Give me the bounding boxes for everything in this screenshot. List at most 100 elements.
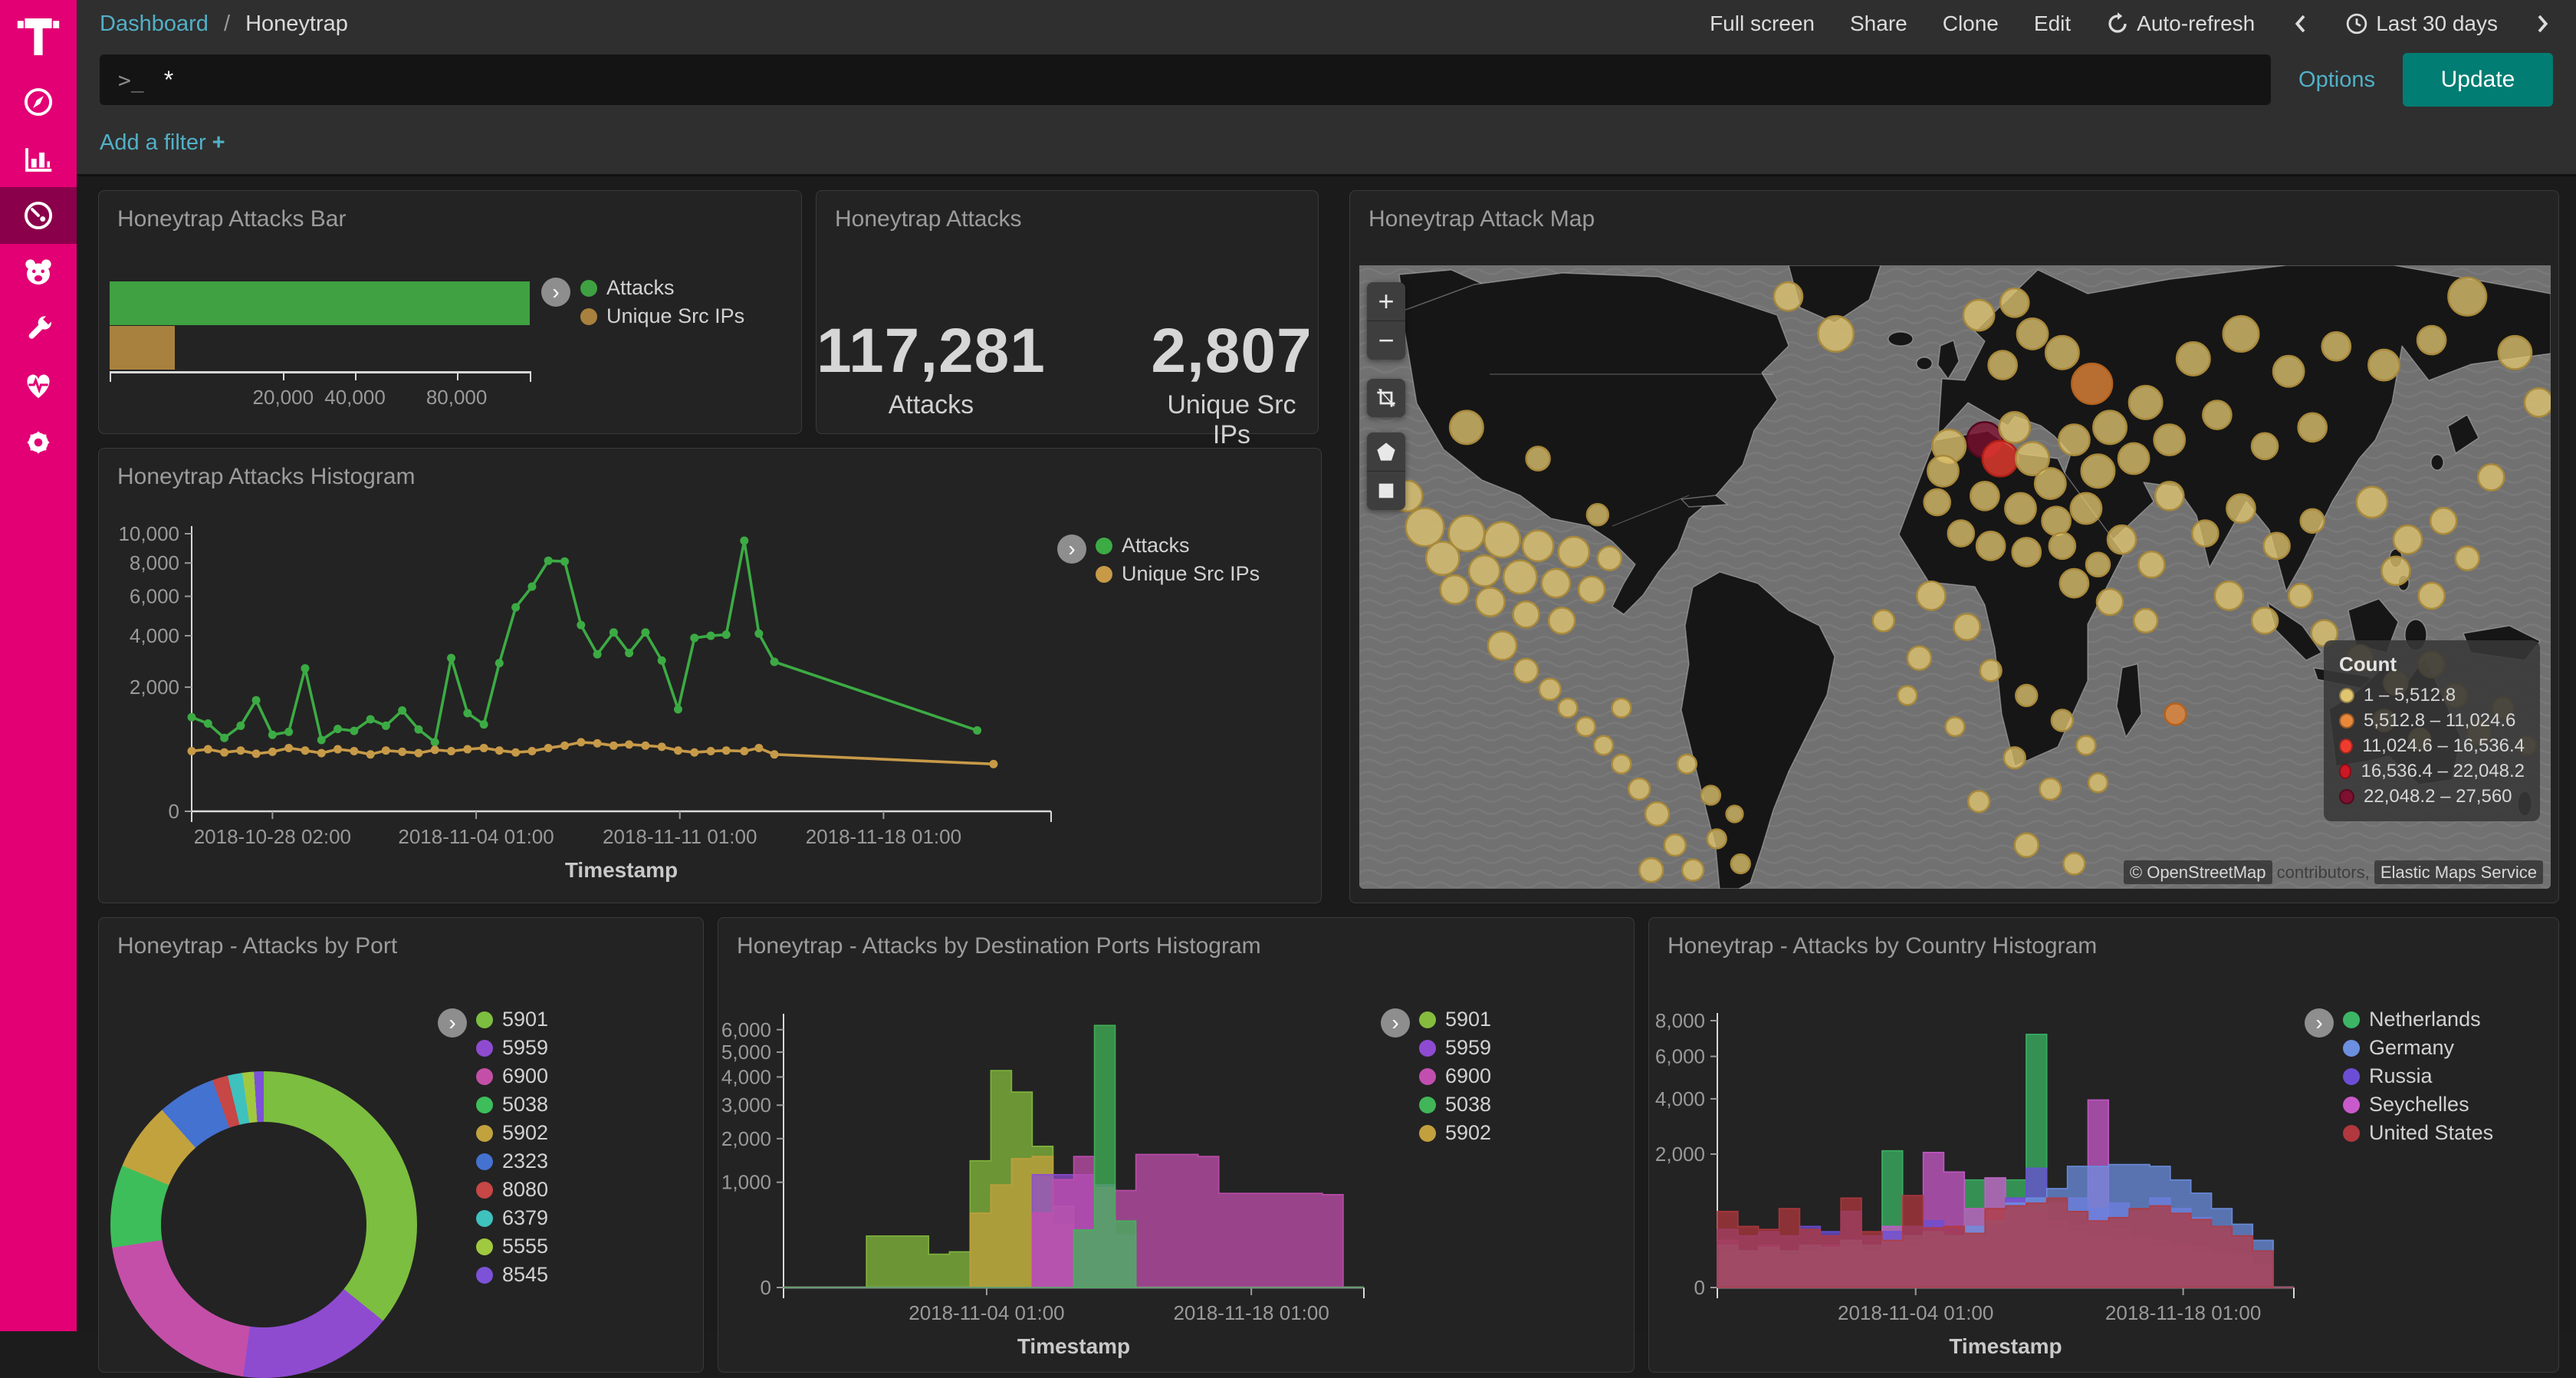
legend-item-seychelles[interactable]: Seychelles — [2343, 1090, 2493, 1119]
draw-polygon-button[interactable] — [1367, 432, 1405, 471]
gauge-icon — [21, 198, 56, 233]
clone-button[interactable]: Clone — [1943, 12, 1999, 36]
legend-label: 5959 — [502, 1036, 548, 1060]
legend-item-5902[interactable]: 5902 — [1419, 1119, 1491, 1147]
options-link[interactable]: Options — [2298, 67, 2375, 93]
legend-label: Netherlands — [2369, 1008, 2481, 1031]
legend-toggle[interactable]: › — [1381, 1008, 1410, 1038]
legend-item-5901[interactable]: 5901 — [476, 1005, 548, 1034]
legend-toggle[interactable]: › — [1057, 534, 1086, 564]
legend-item-united-states[interactable]: United States — [2343, 1119, 2493, 1147]
full-screen-button[interactable]: Full screen — [1710, 12, 1815, 36]
fit-bounds-button[interactable] — [1367, 379, 1405, 417]
map-legend-item: 11,024.6 – 16,536.4 — [2339, 733, 2525, 758]
sidebar-item-discover[interactable] — [0, 74, 77, 130]
legend-label: Unique Src IPs — [1122, 562, 1260, 586]
edit-button[interactable]: Edit — [2034, 12, 2071, 36]
time-forward-button[interactable] — [2533, 12, 2553, 35]
legend-item-5038[interactable]: 5038 — [1419, 1090, 1491, 1119]
wrench-icon — [21, 311, 56, 347]
legend-item-5555[interactable]: 5555 — [476, 1232, 548, 1261]
panel-country-histogram: Honeytrap - Attacks by Country Histogram… — [1648, 917, 2559, 1373]
legend-item-netherlands[interactable]: Netherlands — [2343, 1005, 2493, 1034]
legend-label: 11,024.6 – 16,536.4 — [2362, 735, 2525, 757]
ems-attribution[interactable]: Elastic Maps Service — [2374, 860, 2543, 884]
svg-text:2018-11-11 01:00: 2018-11-11 01:00 — [603, 825, 757, 848]
update-button[interactable]: Update — [2403, 53, 2553, 107]
t-mobile-logo[interactable] — [0, 0, 77, 74]
legend: Attacks Unique Src IPs — [1096, 531, 1260, 588]
legend-item-6379[interactable]: 6379 — [476, 1204, 548, 1232]
osm-attribution[interactable]: © OpenStreetMap — [2124, 860, 2272, 884]
ports-donut-chart[interactable] — [110, 1071, 417, 1378]
axis-tick-label: 40,000 — [324, 386, 386, 409]
legend-item-5959[interactable]: 5959 — [476, 1034, 548, 1062]
map-draw-controls — [1367, 432, 1405, 510]
map-legend-title: Count — [2339, 653, 2525, 676]
legend-item-5902[interactable]: 5902 — [476, 1119, 548, 1147]
clock-icon — [2345, 12, 2368, 35]
legend-item-8080[interactable]: 8080 — [476, 1176, 548, 1204]
time-picker-button[interactable]: Last 30 days — [2345, 12, 2498, 36]
legend-label: Attacks — [1122, 534, 1190, 557]
search-input[interactable]: >_ * — [100, 54, 2271, 105]
add-filter-button[interactable]: Add a filter+ — [100, 130, 225, 156]
legend-label: 6900 — [502, 1064, 548, 1088]
legend-dot — [1096, 538, 1112, 554]
metric-value: 117,281 — [816, 315, 1046, 387]
bar-unique-src-ips[interactable] — [110, 326, 175, 370]
svg-text:4,000: 4,000 — [1655, 1087, 1705, 1110]
metric-unique-src-ips: 2,807 Unique Src IPs — [1145, 315, 1318, 450]
legend-item-5959[interactable]: 5959 — [1419, 1034, 1491, 1062]
map-legend-item: 1 – 5,512.8 — [2339, 682, 2525, 708]
draw-rectangle-button[interactable] — [1367, 472, 1405, 510]
svg-text:2018-11-04 01:00: 2018-11-04 01:00 — [398, 825, 554, 848]
zoom-out-button[interactable]: − — [1367, 321, 1405, 360]
legend-label: 6900 — [1445, 1064, 1491, 1088]
sidebar-item-ml[interactable] — [0, 244, 77, 301]
legend-item-6900[interactable]: 6900 — [1419, 1062, 1491, 1090]
sidebar-item-monitoring[interactable] — [0, 357, 77, 414]
legend-item-germany[interactable]: Germany — [2343, 1034, 2493, 1062]
axis-tick-label: 80,000 — [426, 386, 488, 409]
sidebar-item-management[interactable] — [0, 414, 77, 471]
breadcrumb-dashboard-link[interactable]: Dashboard — [100, 12, 209, 36]
map-legend-item: 22,048.2 – 27,560 — [2339, 784, 2525, 809]
bar-attacks[interactable] — [110, 281, 530, 325]
legend-toggle[interactable]: › — [541, 278, 570, 307]
legend-item-unique-src-ips[interactable]: Unique Src IPs — [580, 302, 744, 331]
legend-dot — [476, 1068, 493, 1085]
legend-dot — [1096, 566, 1112, 583]
world-map[interactable]: + − — [1359, 265, 2551, 889]
legend-item-unique-src-ips[interactable]: Unique Src IPs — [1096, 560, 1260, 588]
legend-item-attacks[interactable]: Attacks — [580, 274, 744, 302]
legend-item-6900[interactable]: 6900 — [476, 1062, 548, 1090]
sidebar-item-visualize[interactable] — [0, 130, 77, 187]
legend-item-attacks[interactable]: Attacks — [1096, 531, 1260, 560]
svg-text:6,000: 6,000 — [721, 1018, 771, 1041]
legend-item-russia[interactable]: Russia — [2343, 1062, 2493, 1090]
time-back-button[interactable] — [2290, 12, 2310, 35]
share-button[interactable]: Share — [1850, 12, 1907, 36]
legend-item-5038[interactable]: 5038 — [476, 1090, 548, 1119]
legend-label: Seychelles — [2369, 1093, 2469, 1117]
legend-toggle[interactable]: › — [2305, 1008, 2334, 1038]
legend-toggle[interactable]: › — [438, 1008, 467, 1038]
panel-title: Honeytrap Attacks — [816, 191, 1318, 232]
legend-item-5901[interactable]: 5901 — [1419, 1005, 1491, 1034]
auto-refresh-button[interactable]: Auto-refresh — [2106, 12, 2255, 36]
svg-text:3,000: 3,000 — [721, 1094, 771, 1117]
zoom-in-button[interactable]: + — [1367, 282, 1405, 321]
svg-text:1,000: 1,000 — [721, 1171, 771, 1194]
sidebar-item-dev-tools[interactable] — [0, 301, 77, 357]
metric-value: 2,807 — [1145, 315, 1318, 387]
legend-item-2323[interactable]: 2323 — [476, 1147, 548, 1176]
svg-text:Timestamp: Timestamp — [1017, 1334, 1130, 1358]
legend-dot — [476, 1267, 493, 1284]
sidebar-item-dashboard[interactable] — [0, 187, 77, 244]
legend-dot — [476, 1040, 493, 1057]
legend-item-8545[interactable]: 8545 — [476, 1261, 548, 1289]
